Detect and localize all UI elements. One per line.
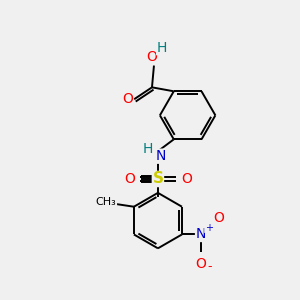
Text: O: O — [181, 172, 192, 186]
Text: O: O — [122, 92, 133, 106]
Text: H: H — [143, 142, 153, 156]
Text: +: + — [205, 223, 213, 232]
Text: N: N — [196, 227, 206, 242]
Text: CH₃: CH₃ — [96, 197, 116, 207]
Text: H: H — [157, 41, 167, 55]
Text: S: S — [152, 172, 164, 187]
Text: O: O — [195, 257, 206, 271]
Text: O: O — [213, 211, 224, 225]
Text: N: N — [156, 149, 166, 163]
Text: O: O — [124, 172, 135, 186]
Text: -: - — [207, 260, 212, 273]
Text: O: O — [146, 50, 158, 64]
